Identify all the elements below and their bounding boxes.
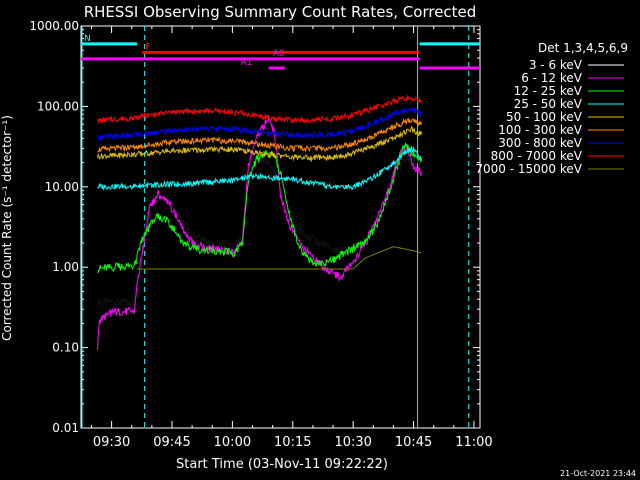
x-tick-label: 11:00 xyxy=(455,435,492,450)
y-tick-label: 10.00 xyxy=(45,180,79,194)
x-tick-label: 10:30 xyxy=(334,435,371,450)
plot-frame xyxy=(80,25,481,429)
legend-label: 12 - 25 keV xyxy=(514,84,583,98)
y-axis-label: Corrected Count Rate (s⁻¹ detector⁻¹) xyxy=(0,115,14,341)
series-line xyxy=(97,115,423,351)
legend-label: 25 - 50 keV xyxy=(514,97,583,111)
y-tick-label: 0.10 xyxy=(52,341,79,355)
series-line xyxy=(97,141,423,274)
series-line xyxy=(97,145,422,191)
series-line xyxy=(97,107,423,142)
y-tick-label: 100.00 xyxy=(37,99,79,113)
x-tick-label: 10:15 xyxy=(274,435,311,450)
flag-label: A0 xyxy=(273,49,285,59)
plot-layer: 0.01 0.10 1.00 10.00 100.00 1000.00 09:30 09:45… xyxy=(29,19,492,450)
x-tick-label: 10:45 xyxy=(395,435,432,450)
legend-label: 7000 - 15000 keV xyxy=(475,162,582,176)
y-tick-label: 0.01 xyxy=(52,421,79,435)
legend-label: 3 - 6 keV xyxy=(529,58,583,72)
x-tick-label: 10:00 xyxy=(214,435,251,450)
flag-label: F xyxy=(145,42,150,52)
flag-label: N xyxy=(84,34,91,44)
x-axis-label: Start Time (03-Nov-11 09:22:22) xyxy=(176,457,388,472)
series-line xyxy=(97,94,422,124)
x-tick-label: 09:45 xyxy=(153,435,190,450)
y-tick-label: 1.00 xyxy=(52,260,79,274)
x-tick-label: 09:30 xyxy=(93,435,130,450)
legend-label: 800 - 7000 keV xyxy=(491,149,583,163)
legend-label: 6 - 12 keV xyxy=(521,71,583,85)
legend-label: 100 - 300 keV xyxy=(498,123,582,137)
legend-label: 300 - 800 keV xyxy=(498,136,582,150)
legend-title: Det 1,3,4,5,6,9 xyxy=(538,41,628,55)
series-line xyxy=(97,117,423,153)
y-tick-label: 1000.00 xyxy=(29,19,79,33)
legend-label: 50 - 100 keV xyxy=(506,110,583,124)
footer-date: 21-Oct-2021 23:44 xyxy=(560,469,636,478)
series-line xyxy=(97,125,423,163)
flag-label: A1 xyxy=(241,58,253,68)
chart-title: RHESSI Observing Summary Count Rates, Co… xyxy=(84,3,477,21)
series-line xyxy=(137,246,422,270)
